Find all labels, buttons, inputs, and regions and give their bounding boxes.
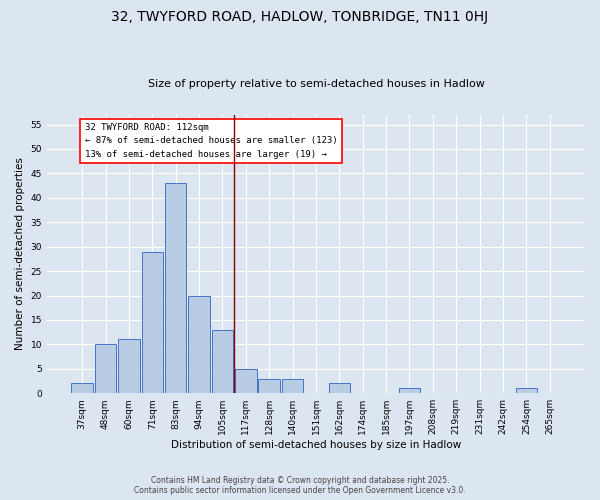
Bar [165, 183, 187, 393]
Bar [142, 252, 163, 393]
Bar [188, 296, 210, 393]
Bar [71, 384, 93, 393]
Bar [515, 388, 537, 393]
Text: Contains HM Land Registry data © Crown copyright and database right 2025.
Contai: Contains HM Land Registry data © Crown c… [134, 476, 466, 495]
Bar [329, 384, 350, 393]
Bar [212, 330, 233, 393]
Bar [259, 378, 280, 393]
X-axis label: Distribution of semi-detached houses by size in Hadlow: Distribution of semi-detached houses by … [171, 440, 461, 450]
Bar [282, 378, 304, 393]
Bar [399, 388, 420, 393]
Y-axis label: Number of semi-detached properties: Number of semi-detached properties [15, 158, 25, 350]
Bar [118, 340, 140, 393]
Bar [235, 369, 257, 393]
Bar [95, 344, 116, 393]
Text: 32, TWYFORD ROAD, HADLOW, TONBRIDGE, TN11 0HJ: 32, TWYFORD ROAD, HADLOW, TONBRIDGE, TN1… [112, 10, 488, 24]
Text: 32 TWYFORD ROAD: 112sqm
← 87% of semi-detached houses are smaller (123)
13% of s: 32 TWYFORD ROAD: 112sqm ← 87% of semi-de… [85, 123, 337, 158]
Title: Size of property relative to semi-detached houses in Hadlow: Size of property relative to semi-detach… [148, 79, 484, 89]
